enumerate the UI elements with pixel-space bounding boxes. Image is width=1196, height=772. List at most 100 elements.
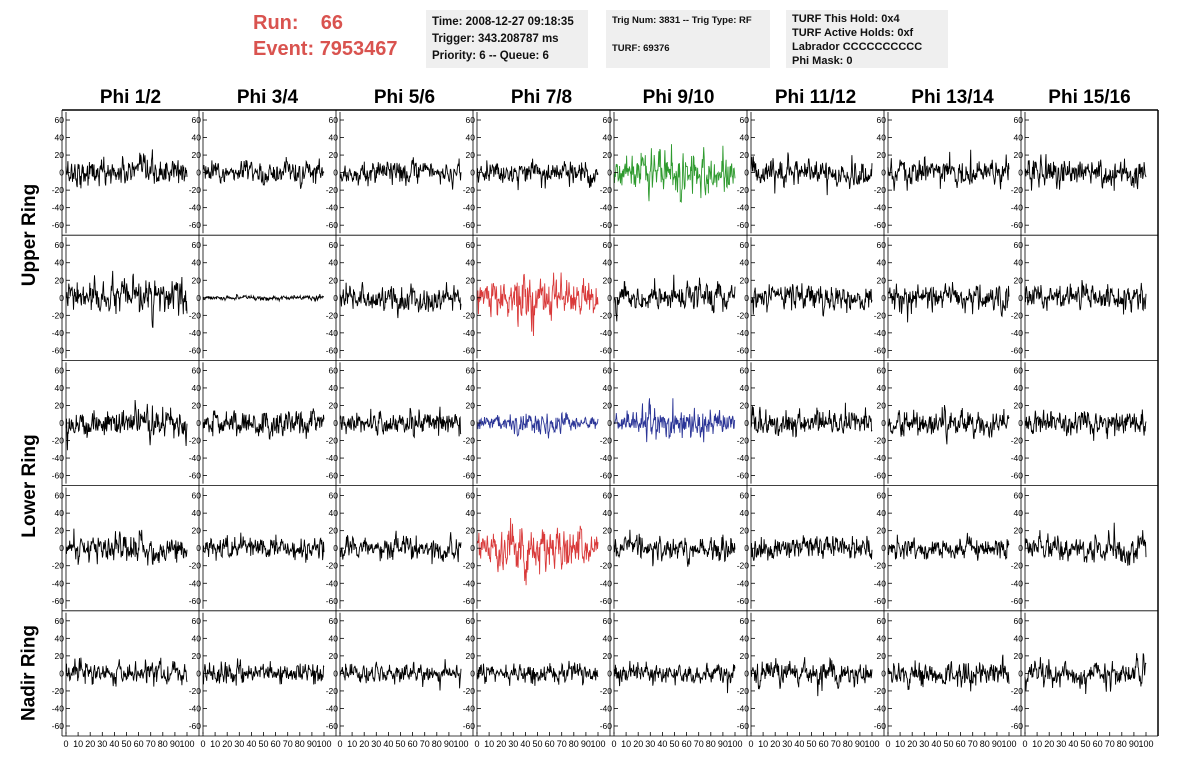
- y-tick-label: -40: [463, 578, 476, 588]
- y-tick-label: 60: [55, 240, 65, 250]
- y-tick-label: 60: [603, 616, 613, 626]
- y-tick-label: 40: [55, 383, 65, 393]
- y-tick-label: -60: [600, 471, 613, 481]
- y-tick-label: -60: [326, 721, 339, 731]
- y-tick-label: -20: [1011, 185, 1024, 195]
- waveform-trace: [1024, 522, 1147, 566]
- y-tick-label: 60: [55, 115, 65, 125]
- y-tick-label: 60: [192, 616, 202, 626]
- y-tick-label: 60: [192, 240, 202, 250]
- y-tick-label: -60: [1011, 471, 1024, 481]
- priority-text: Priority: 6 -- Queue: 6: [432, 50, 549, 62]
- y-tick-label: -60: [874, 345, 887, 355]
- y-tick-label: 60: [55, 365, 65, 375]
- y-tick-label: -20: [1011, 561, 1024, 571]
- y-tick-label: -60: [52, 596, 65, 606]
- panel-r1-c6: -60-40-200204060: [737, 112, 873, 234]
- x-tick-label: 80: [1117, 739, 1127, 749]
- y-tick-label: -40: [326, 203, 339, 213]
- y-tick-label: 60: [466, 616, 476, 626]
- y-tick-label: -20: [326, 686, 339, 696]
- y-tick-label: -60: [189, 345, 202, 355]
- y-tick-label: 20: [329, 651, 339, 661]
- turf-info-box: TURF This Hold: 0x4 TURF Active Holds: 0…: [786, 10, 948, 68]
- y-tick-label: -20: [737, 185, 750, 195]
- x-tick-label: 20: [907, 739, 917, 749]
- y-tick-label: 20: [329, 150, 339, 160]
- y-tick-label: -40: [463, 328, 476, 338]
- x-tick-label: 0: [1022, 739, 1027, 749]
- y-tick-label: 40: [1014, 633, 1024, 643]
- y-tick-label: 40: [329, 508, 339, 518]
- waveform-trace: [476, 411, 599, 439]
- panel-r3-c4: -60-40-200204060: [463, 362, 599, 484]
- y-tick-label: -40: [52, 578, 65, 588]
- panel-r4-c8: -60-40-200204060: [1011, 487, 1147, 609]
- y-tick-label: 40: [603, 133, 613, 143]
- y-tick-label: 60: [603, 365, 613, 375]
- y-tick-label: -40: [463, 453, 476, 463]
- panel-r4-c4: -60-40-200204060: [463, 487, 599, 609]
- panel-r1-c5: -60-40-200204060: [600, 112, 736, 234]
- y-tick-label: 20: [192, 526, 202, 536]
- panel-r5-c8: -60-40-200204060: [1011, 612, 1147, 734]
- column-header-3: Phi 5/6: [373, 87, 436, 108]
- waveform-trace: [750, 402, 873, 438]
- y-tick-label: -40: [737, 453, 750, 463]
- y-tick-label: -40: [874, 328, 887, 338]
- y-tick-label: -20: [189, 185, 202, 195]
- x-tick-label: 90: [307, 739, 317, 749]
- x-tick-label: 90: [444, 739, 454, 749]
- y-tick-label: 20: [466, 526, 476, 536]
- panel-r2-c5: -60-40-200204060: [600, 237, 736, 359]
- x-tick-label: 70: [1105, 739, 1115, 749]
- y-tick-label: -20: [463, 310, 476, 320]
- y-tick-label: -60: [600, 596, 613, 606]
- column-header-5: Phi 9/10: [642, 87, 715, 108]
- y-tick-label: -60: [737, 220, 750, 230]
- y-tick-label: -60: [737, 345, 750, 355]
- y-tick-label: -40: [600, 328, 613, 338]
- x-tick-label: 100: [316, 739, 331, 749]
- y-tick-label: -20: [52, 561, 65, 571]
- waveform-trace: [613, 529, 736, 567]
- y-tick-label: -40: [52, 203, 65, 213]
- x-tick-label: 40: [246, 739, 256, 749]
- y-tick-label: 40: [603, 508, 613, 518]
- x-tick-label: 20: [85, 739, 95, 749]
- y-tick-label: -60: [326, 471, 339, 481]
- waveform-trace: [476, 158, 599, 191]
- y-tick-label: -60: [874, 721, 887, 731]
- x-tick-label: 30: [97, 739, 107, 749]
- y-tick-label: -20: [52, 686, 65, 696]
- column-header-6: Phi 11/12: [774, 87, 857, 108]
- y-tick-label: -60: [600, 220, 613, 230]
- y-tick-label: 40: [740, 133, 750, 143]
- x-tick-label: 90: [1129, 739, 1139, 749]
- y-tick-label: 20: [192, 150, 202, 160]
- y-tick-label: 60: [329, 491, 339, 501]
- x-tick-label: 60: [545, 739, 555, 749]
- x-tick-label: 10: [347, 739, 357, 749]
- x-tick-label: 50: [532, 739, 542, 749]
- x-tick-label: 50: [669, 739, 679, 749]
- y-tick-label: 40: [877, 508, 887, 518]
- panel-r3-c2: -60-40-200204060: [189, 362, 325, 484]
- x-tick-label: 80: [295, 739, 305, 749]
- y-tick-label: 40: [55, 258, 65, 268]
- y-tick-label: 20: [603, 526, 613, 536]
- panel-r5-c1: -60-40-200204060: [52, 612, 188, 734]
- y-tick-label: 40: [740, 383, 750, 393]
- y-tick-label: 20: [55, 526, 65, 536]
- y-tick-label: -40: [600, 703, 613, 713]
- y-tick-label: 40: [740, 258, 750, 268]
- waveform-trace: [887, 532, 1010, 561]
- waveform-trace: [202, 532, 325, 563]
- x-tick-label: 0: [63, 739, 68, 749]
- y-tick-label: 20: [877, 651, 887, 661]
- y-tick-label: -20: [189, 310, 202, 320]
- x-tick-label: 0: [474, 739, 479, 749]
- x-tick-label: 90: [992, 739, 1002, 749]
- x-tick-label: 90: [581, 739, 591, 749]
- y-tick-label: 40: [329, 633, 339, 643]
